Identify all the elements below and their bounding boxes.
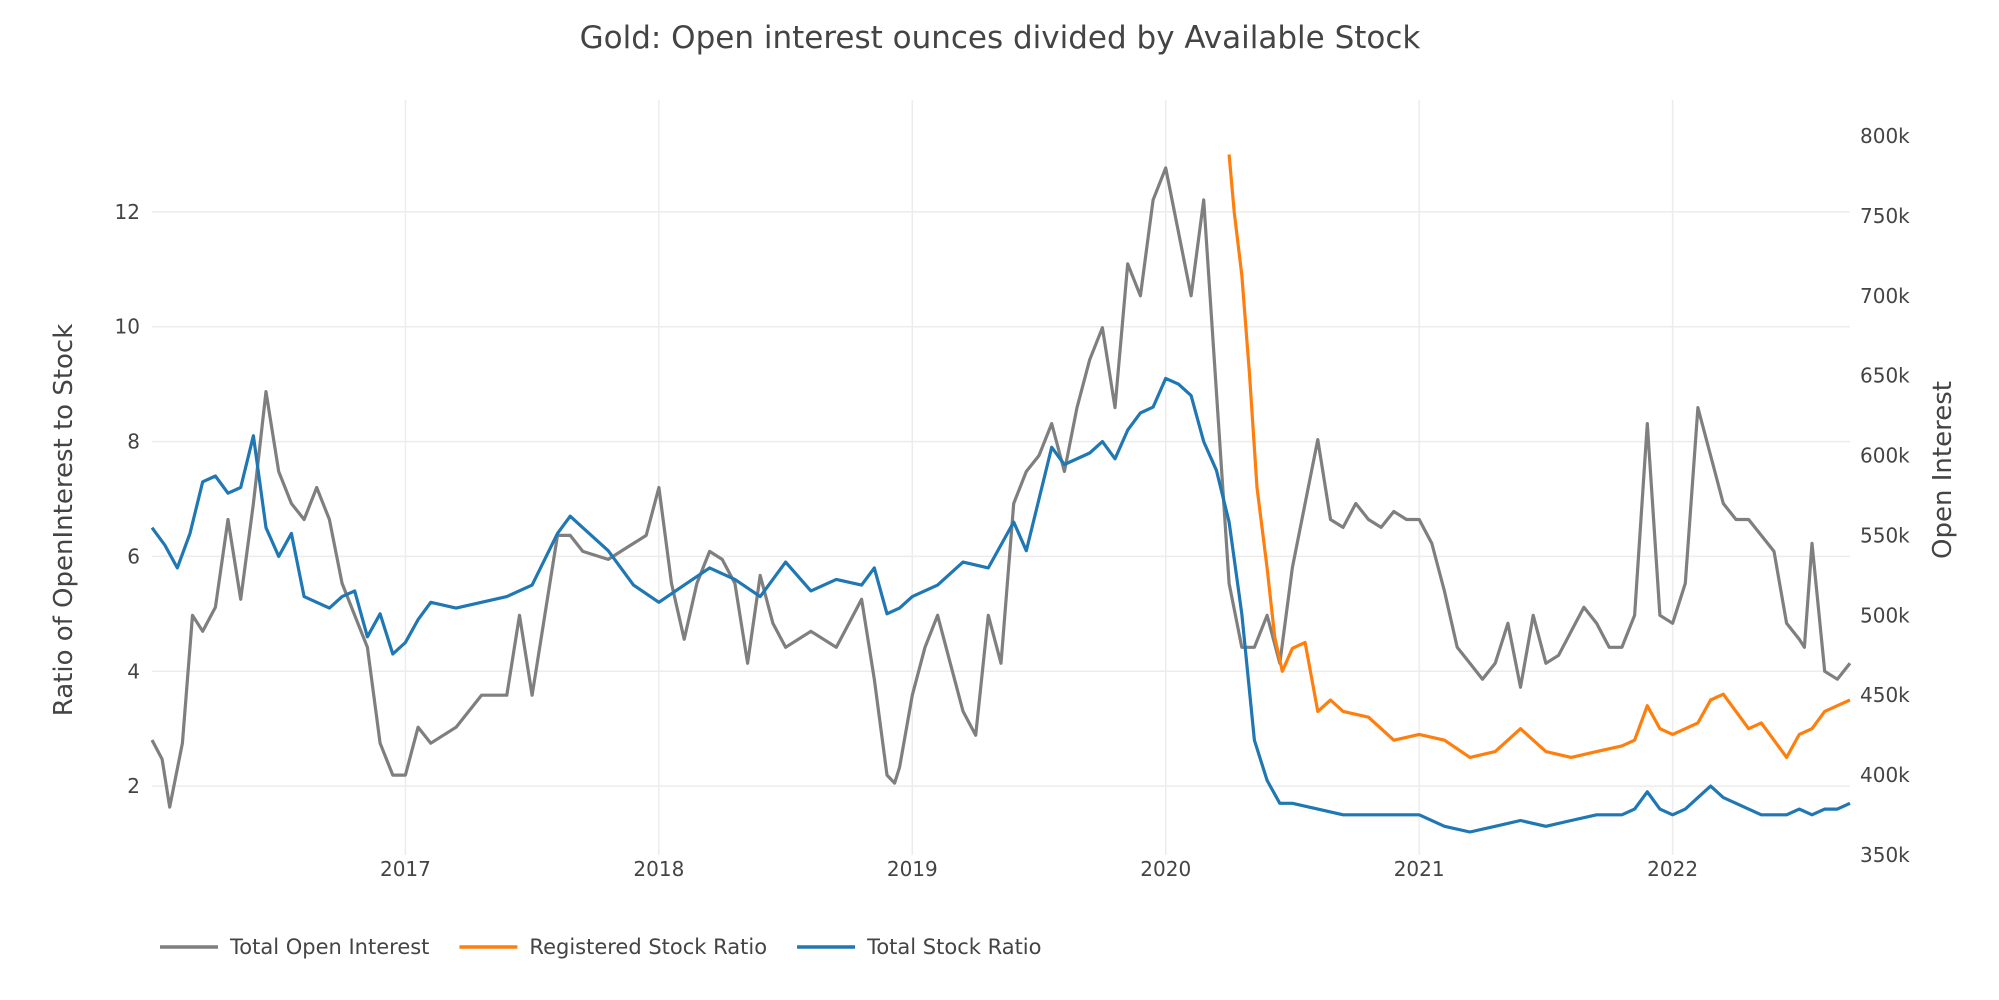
y2-tick-label: 750k <box>1860 204 1910 228</box>
x-tick-label: 2020 <box>1140 857 1191 881</box>
y-tick-label: 8 <box>127 430 140 454</box>
y-tick-label: 10 <box>115 315 140 339</box>
y-tick-label: 6 <box>127 544 140 568</box>
y2-tick-label: 450k <box>1860 683 1910 707</box>
y2-tick-label: 700k <box>1860 284 1910 308</box>
legend-label-total-stock-ratio: Total Stock Ratio <box>866 935 1041 959</box>
series-line-total-open-interest <box>150 166 1852 809</box>
y2-tick-label: 350k <box>1860 843 1910 867</box>
y-tick-label: 4 <box>127 659 140 683</box>
y2-tick-label: 400k <box>1860 763 1910 787</box>
y-tick-label: 2 <box>127 774 140 798</box>
x-tick-label: 2022 <box>1647 857 1698 881</box>
y2-tick-label: 550k <box>1860 523 1910 547</box>
series-lines <box>150 154 1852 834</box>
series-line-total-stock-ratio <box>150 376 1851 834</box>
y2-tick-label: 650k <box>1860 364 1910 388</box>
left-y-axis-title: Ratio of OpenInterest to Stock <box>49 324 79 717</box>
y2-tick-label: 500k <box>1860 603 1910 627</box>
x-tick-label: 2021 <box>1394 857 1445 881</box>
legend: Total Open Interest Registered Stock Rati… <box>160 935 1042 959</box>
x-axis-ticks: 2017 2018 2019 2020 2021 2022 <box>380 857 1698 881</box>
legend-label-total-open-interest: Total Open Interest <box>229 935 429 959</box>
y-tick-label: 12 <box>115 200 140 224</box>
x-tick-label: 2018 <box>633 857 684 881</box>
y2-tick-label: 800k <box>1860 124 1910 148</box>
gridlines <box>152 100 1850 855</box>
left-y-axis-ticks: 2 4 6 8 10 12 <box>115 200 140 798</box>
legend-label-registered-stock-ratio: Registered Stock Ratio <box>529 935 767 959</box>
y2-tick-label: 600k <box>1860 444 1910 468</box>
series-line-registered-stock-ratio <box>1227 154 1851 759</box>
x-tick-label: 2017 <box>380 857 431 881</box>
right-y-axis-ticks: 350k 400k 450k 500k 550k 600k 650k 700k 750k 800k <box>1860 124 1910 867</box>
chart-title: Gold: Open interest ounces divided by Av… <box>580 20 1421 56</box>
right-y-axis-title: Open Interest <box>1928 381 1958 559</box>
x-tick-label: 2019 <box>887 857 938 881</box>
